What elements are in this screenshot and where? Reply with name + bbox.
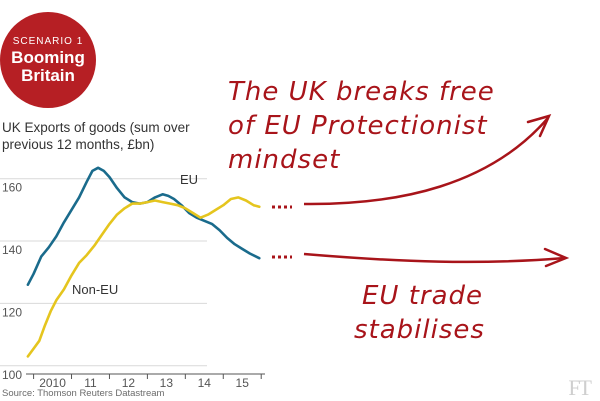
badge-title-line2: Britain <box>21 66 75 85</box>
badge-kicker: SCENARIO 1 <box>12 36 84 47</box>
x-tick-label: 11 <box>84 376 97 390</box>
annotation-bottom-line1: EU trade <box>362 281 483 311</box>
x-axis: 2010 11 12 13 14 15 <box>26 373 265 390</box>
y-tick-label: 120 <box>2 305 22 319</box>
series-label-non-eu: Non-EU <box>72 282 118 297</box>
x-tick-label: 12 <box>122 376 136 390</box>
badge-title: Booming Britain <box>0 49 96 85</box>
x-tick-label: 13 <box>160 376 174 390</box>
grid <box>0 178 207 367</box>
annotation-bottom-line2: stabilises <box>354 315 485 345</box>
series-line-eu <box>26 166 261 287</box>
y-tick-label: 100 <box>2 368 22 382</box>
arrow-flat-curve <box>303 252 566 264</box>
y-tick-label: 160 <box>2 181 22 195</box>
scenario-badge: SCENARIO 1 Booming Britain <box>0 12 96 108</box>
arrow-up-curve <box>303 117 549 206</box>
chart-title: UK Exports of goods (sum over previous 1… <box>2 120 190 152</box>
series-label-eu: EU <box>180 172 198 187</box>
badge-title-line1: Booming <box>11 48 85 67</box>
ft-logo: FT <box>568 375 592 400</box>
arrow-up-head <box>526 114 552 138</box>
annotation-top-line2: of EU Protectionist <box>228 111 488 141</box>
annotation-top-line3: mindset <box>228 145 340 175</box>
arrow-flat-head <box>543 247 570 268</box>
series-group <box>26 166 261 358</box>
x-tick-label: 14 <box>198 376 212 390</box>
series-line-non-eu <box>26 196 261 358</box>
y-axis: 100 120 140 160 <box>2 181 22 382</box>
x-tick-label: 2010 <box>39 376 66 390</box>
source-note: Source: Thomson Reuters Datastream <box>2 388 165 399</box>
x-tick-label: 15 <box>236 376 250 390</box>
y-tick-label: 140 <box>2 243 22 257</box>
annotation-top-line1: The UK breaks free <box>228 77 495 107</box>
